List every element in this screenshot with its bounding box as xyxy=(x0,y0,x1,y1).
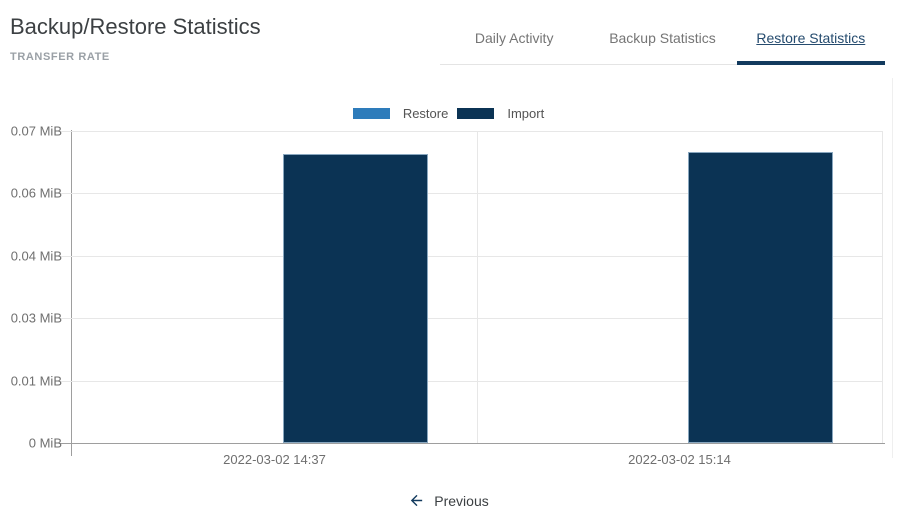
h-gridline xyxy=(60,255,882,257)
arrow-left-icon xyxy=(411,494,423,507)
chart-bar-import-0 xyxy=(282,154,428,443)
y-axis-line xyxy=(71,130,72,456)
x-axis-label: 2022-03-02 15:14 xyxy=(628,452,731,467)
h-gridline xyxy=(60,131,882,132)
y-axis-tick-label: 0.03 MiB xyxy=(10,310,62,326)
tab-backup-statistics[interactable]: Backup Statistics xyxy=(588,0,736,64)
page-title: Backup/Restore Statistics xyxy=(10,14,261,39)
legend-swatch-import xyxy=(457,108,495,119)
h-gridline xyxy=(60,193,882,195)
chart-title: TRANSFER RATE xyxy=(10,51,110,63)
tab-daily-activity-label: Daily Activity xyxy=(474,30,554,46)
legend-item-import: Import xyxy=(457,106,544,121)
v-gridline xyxy=(882,131,883,443)
y-axis-tick-label: 0.01 MiB xyxy=(10,373,62,389)
tab-backup-statistics-label: Backup Statistics xyxy=(609,30,716,46)
chart-bar-import-1 xyxy=(687,152,833,443)
tab-bar: Daily Activity Backup Statistics Restore… xyxy=(440,0,886,65)
panel-right-edge xyxy=(892,78,893,458)
h-gridline xyxy=(60,318,882,320)
tab-daily-activity[interactable]: Daily Activity xyxy=(440,0,588,64)
chart-legend: Restore Import xyxy=(0,106,897,121)
previous-label: Previous xyxy=(434,492,489,509)
y-axis-tick-label: 0 MiB xyxy=(28,435,62,451)
legend-label: Import xyxy=(507,106,545,121)
x-axis-line xyxy=(59,443,885,444)
v-gridline xyxy=(477,131,478,443)
y-axis-tick-label: 0.07 MiB xyxy=(10,123,62,139)
tab-restore-statistics[interactable]: Restore Statistics xyxy=(736,0,886,65)
legend-label: Restore xyxy=(402,106,449,121)
previous-page-button[interactable]: Previous xyxy=(0,492,897,509)
tab-restore-statistics-label: Restore Statistics xyxy=(756,30,866,46)
h-gridline xyxy=(60,380,882,382)
y-axis-tick-label: 0.04 MiB xyxy=(10,248,62,264)
legend-swatch-restore xyxy=(352,108,390,119)
x-axis-label: 2022-03-02 14:37 xyxy=(223,452,326,467)
y-axis-tick-label: 0.06 MiB xyxy=(10,185,62,201)
legend-item-restore: Restore xyxy=(352,106,449,121)
